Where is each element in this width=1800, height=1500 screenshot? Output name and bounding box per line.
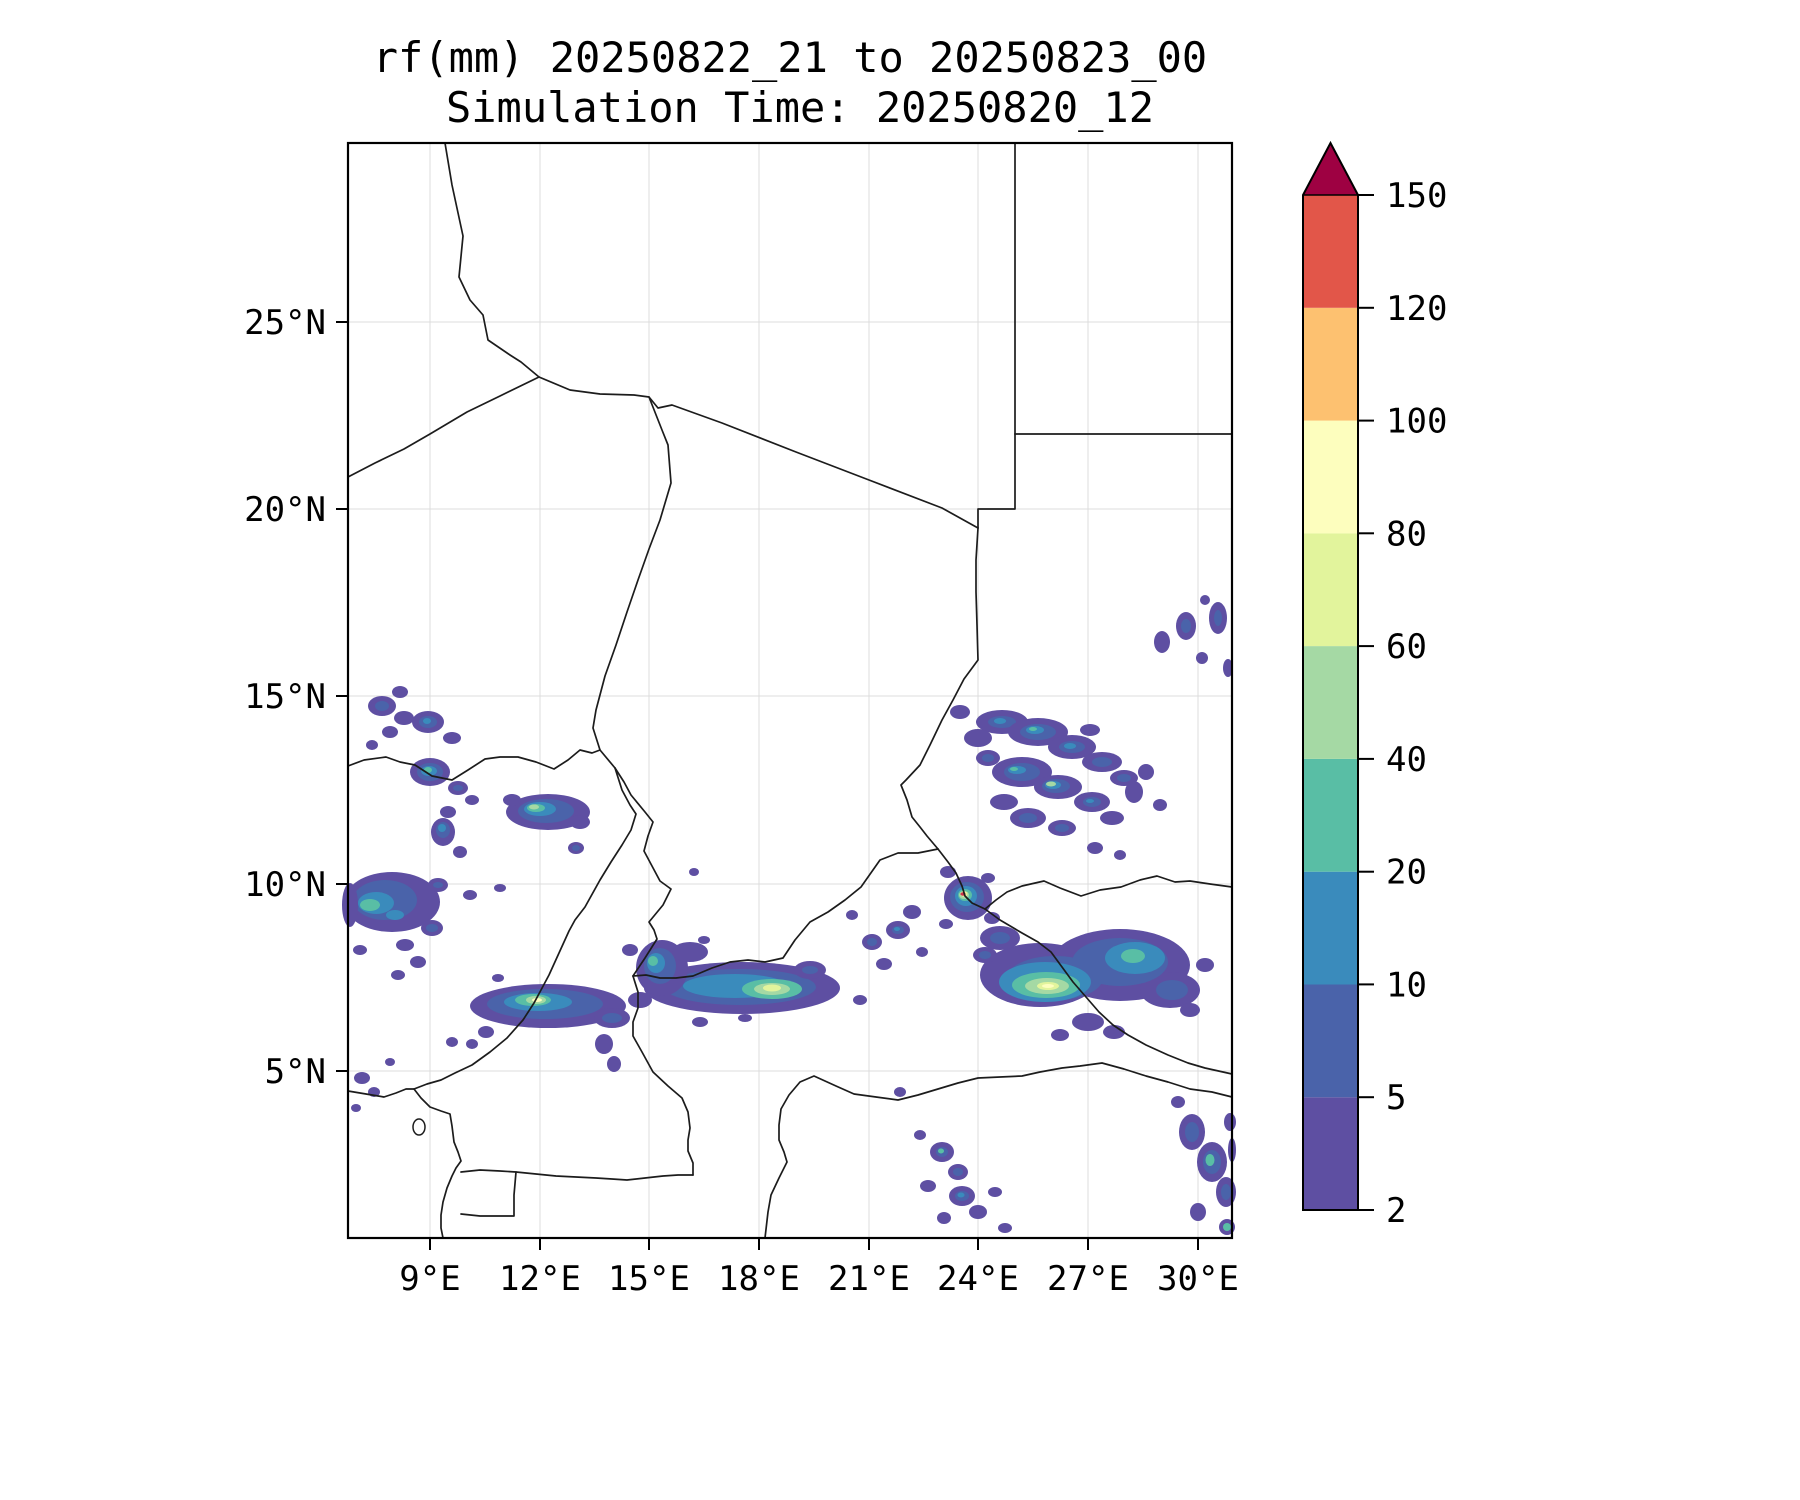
- y-tick-label: 25°N: [244, 303, 326, 343]
- colorbar-segment: [1303, 984, 1358, 1098]
- colorbar-tick-label: 20: [1386, 853, 1427, 893]
- x-tick-label: 24°E: [937, 1259, 1019, 1299]
- x-tick-label: 30°E: [1157, 1259, 1239, 1299]
- rain-cell-intense-red: [939, 866, 1000, 929]
- rain-cluster-sudan-north: [950, 705, 1167, 860]
- border-path: [937, 848, 986, 910]
- rain-cluster-niger-north: [366, 686, 479, 858]
- x-tick-label: 18°E: [718, 1259, 800, 1299]
- colorbar-segment: [1303, 420, 1358, 534]
- figure-subtitle: Simulation Time: 20250820_12: [446, 83, 1154, 132]
- border-path: [984, 908, 1233, 1075]
- x-tick-label: 12°E: [499, 1259, 581, 1299]
- border-path: [347, 749, 601, 781]
- rain-specks-coast: [351, 1058, 395, 1112]
- colorbar-outline: [1302, 140, 1359, 1211]
- border-path: [632, 848, 939, 979]
- colorbar-tick-label: 120: [1386, 289, 1447, 329]
- border-path: [614, 767, 672, 977]
- colorbar-tick-label: 80: [1386, 514, 1427, 554]
- country-borders: [347, 142, 1233, 1239]
- border-path: [900, 527, 979, 850]
- colorbar: 150 120 100 80 60 40 20 10 5 2: [1302, 140, 1447, 1231]
- border-path: [347, 376, 540, 478]
- colorbar-tick-label: 40: [1386, 740, 1427, 780]
- island-outline: [412, 1118, 426, 1136]
- border-path: [984, 875, 1233, 910]
- rain-band-central: [622, 868, 840, 1027]
- x-tick-label: 21°E: [828, 1259, 910, 1299]
- gridlines: [348, 143, 1232, 1238]
- x-tick-label: 9°E: [399, 1259, 460, 1299]
- border-path: [592, 396, 672, 769]
- colorbar-segment: [1303, 195, 1358, 308]
- x-axis-labels: 9°E 12°E 15°E 18°E 21°E 24°E 27°E 30°E: [399, 1259, 1239, 1299]
- rain-cluster-lake-chad-west: [503, 794, 590, 854]
- colorbar-labels: 150 120 100 80 60 40 20 10 5 2: [1386, 176, 1447, 1231]
- rain-cells-east-chad: [846, 905, 928, 1005]
- rain-band-cameroon: [446, 974, 630, 1072]
- plot-frame: [346, 141, 1234, 1240]
- y-tick-label: 20°N: [244, 490, 326, 530]
- colorbar-segment: [1303, 1097, 1358, 1210]
- x-tick-label: 27°E: [1047, 1259, 1129, 1299]
- rain-cells-northeast: [1154, 595, 1233, 677]
- colorbar-segment: [1303, 307, 1358, 421]
- axis-ticks: [336, 321, 1199, 1250]
- colorbar-segment: [1303, 871, 1358, 985]
- rainfall-field: [342, 595, 1236, 1235]
- colorbar-ticks: [1358, 194, 1374, 1211]
- colorbar-segment: [1303, 646, 1358, 759]
- colorbar-segment: [1303, 533, 1358, 647]
- border-path: [977, 433, 1016, 529]
- colorbar-tick-label: 60: [1386, 627, 1427, 667]
- y-tick-label: 10°N: [244, 865, 326, 905]
- y-axis-labels: 25°N 20°N 15°N 10°N 5°N: [244, 303, 326, 1092]
- border-path: [538, 376, 979, 529]
- y-tick-label: 5°N: [265, 1052, 326, 1092]
- border-path: [460, 1171, 517, 1217]
- rain-cells-southeast-edge: [1171, 1096, 1236, 1235]
- colorbar-tick-label: 2: [1386, 1191, 1406, 1231]
- y-tick-label: 15°N: [244, 677, 326, 717]
- border-path: [413, 1088, 462, 1239]
- rain-mass-southeast: [973, 926, 1214, 1041]
- colorbar-tick-label: 10: [1386, 965, 1427, 1005]
- colorbar-tick-label: 100: [1386, 402, 1447, 442]
- x-tick-label: 15°E: [608, 1259, 690, 1299]
- border-path: [632, 975, 694, 1176]
- border-path: [413, 767, 637, 1090]
- colorbar-extend-triangle: [1303, 143, 1358, 195]
- border-path: [460, 1169, 694, 1181]
- colorbar-segment: [1303, 758, 1358, 872]
- rain-cluster-nigeria-west: [342, 872, 506, 980]
- figure-title: rf(mm) 20250822_21 to 20250823_00: [373, 33, 1207, 82]
- rain-cells-south-center: [894, 1087, 1012, 1233]
- colorbar-tick-label: 5: [1386, 1078, 1406, 1118]
- border-path: [347, 1088, 415, 1098]
- border-path: [444, 142, 540, 378]
- colorbar-tick-label: 150: [1386, 176, 1447, 216]
- border-path: [764, 1062, 1233, 1239]
